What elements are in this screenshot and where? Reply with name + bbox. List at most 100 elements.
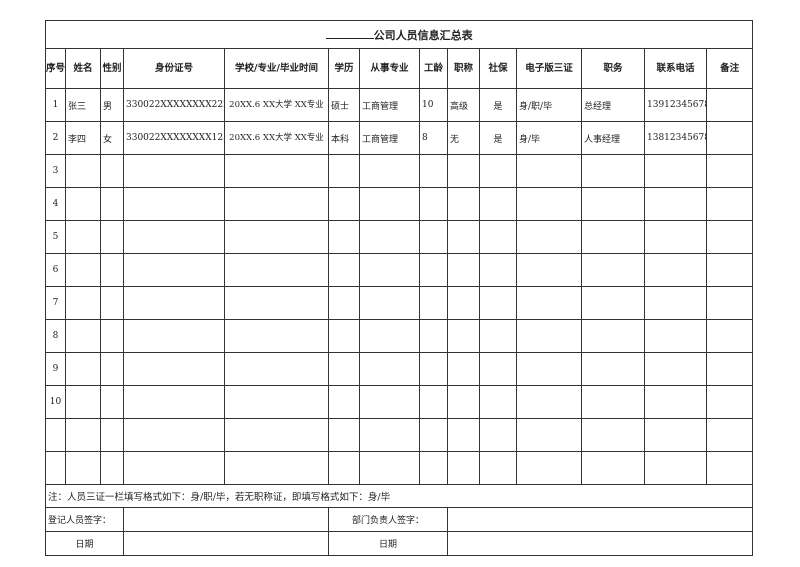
table-cell[interactable]	[224, 187, 329, 221]
table-cell[interactable]	[65, 253, 101, 287]
table-cell[interactable]	[705, 319, 754, 353]
table-cell[interactable]	[705, 253, 754, 287]
table-cell[interactable]	[224, 220, 329, 254]
table-cell[interactable]	[224, 319, 329, 353]
table-cell[interactable]	[516, 154, 582, 188]
table-cell[interactable]: 张三	[65, 88, 101, 122]
table-cell[interactable]	[447, 187, 480, 221]
table-cell[interactable]	[419, 154, 448, 188]
table-cell[interactable]: 8	[45, 319, 66, 353]
table-cell[interactable]	[65, 220, 101, 254]
table-cell[interactable]	[224, 286, 329, 320]
table-cell[interactable]	[123, 253, 225, 287]
table-cell[interactable]	[447, 451, 480, 485]
table-cell[interactable]: 身/毕	[516, 121, 582, 155]
table-cell[interactable]: 3	[45, 154, 66, 188]
table-cell[interactable]	[359, 220, 420, 254]
table-cell[interactable]	[419, 352, 448, 386]
table-cell[interactable]	[224, 352, 329, 386]
table-cell[interactable]	[65, 352, 101, 386]
table-cell[interactable]	[328, 154, 360, 188]
table-cell[interactable]	[644, 187, 707, 221]
table-cell[interactable]: 女	[100, 121, 124, 155]
table-cell[interactable]	[516, 418, 582, 452]
table-cell[interactable]	[705, 121, 754, 155]
table-cell[interactable]	[581, 187, 645, 221]
registrar-date-field[interactable]	[123, 531, 329, 556]
table-cell[interactable]	[328, 220, 360, 254]
table-cell[interactable]	[65, 187, 101, 221]
table-cell[interactable]: 330022XXXXXXXX1234	[123, 121, 225, 155]
table-cell[interactable]: 工商管理	[359, 121, 420, 155]
table-cell[interactable]	[419, 253, 448, 287]
table-cell[interactable]	[100, 385, 124, 419]
table-cell[interactable]: 硕士	[328, 88, 360, 122]
table-cell[interactable]	[644, 154, 707, 188]
table-cell[interactable]	[419, 319, 448, 353]
company-name-blank[interactable]	[325, 29, 374, 39]
table-cell[interactable]	[123, 451, 225, 485]
table-cell[interactable]	[224, 451, 329, 485]
table-cell[interactable]	[705, 154, 754, 188]
table-cell[interactable]	[644, 352, 707, 386]
table-cell[interactable]	[581, 418, 645, 452]
table-cell[interactable]	[644, 385, 707, 419]
table-cell[interactable]	[705, 286, 754, 320]
table-cell[interactable]	[224, 253, 329, 287]
table-cell[interactable]	[447, 253, 480, 287]
table-cell[interactable]	[359, 154, 420, 188]
dept-head-signature-field[interactable]	[446, 507, 754, 532]
table-cell[interactable]	[419, 385, 448, 419]
table-cell[interactable]	[479, 253, 517, 287]
table-cell[interactable]	[123, 220, 225, 254]
table-cell[interactable]	[581, 319, 645, 353]
table-cell[interactable]	[644, 286, 707, 320]
table-cell[interactable]	[705, 451, 754, 485]
table-cell[interactable]	[328, 418, 360, 452]
table-cell[interactable]	[123, 418, 225, 452]
table-cell[interactable]	[45, 451, 66, 485]
table-cell[interactable]: 6	[45, 253, 66, 287]
table-cell[interactable]	[516, 253, 582, 287]
table-cell[interactable]: 2	[45, 121, 66, 155]
table-cell[interactable]	[479, 220, 517, 254]
table-cell[interactable]	[45, 418, 66, 452]
table-cell[interactable]	[581, 220, 645, 254]
table-cell[interactable]: 人事经理	[581, 121, 645, 155]
table-cell[interactable]	[419, 451, 448, 485]
table-cell[interactable]	[123, 286, 225, 320]
table-cell[interactable]	[100, 253, 124, 287]
table-cell[interactable]: 10	[45, 385, 66, 419]
table-cell[interactable]	[479, 286, 517, 320]
table-cell[interactable]	[328, 451, 360, 485]
table-cell[interactable]	[479, 154, 517, 188]
table-cell[interactable]	[644, 451, 707, 485]
table-cell[interactable]	[100, 286, 124, 320]
table-cell[interactable]	[100, 220, 124, 254]
table-cell[interactable]	[224, 418, 329, 452]
table-cell[interactable]	[581, 385, 645, 419]
table-cell[interactable]: 20XX.6 XX大学 XX专业	[224, 88, 329, 122]
table-cell[interactable]	[705, 352, 754, 386]
table-cell[interactable]	[359, 385, 420, 419]
table-cell[interactable]	[65, 319, 101, 353]
table-cell[interactable]	[516, 451, 582, 485]
table-cell[interactable]	[447, 385, 480, 419]
table-cell[interactable]	[65, 418, 101, 452]
table-cell[interactable]: 9	[45, 352, 66, 386]
table-cell[interactable]	[644, 418, 707, 452]
table-cell[interactable]	[328, 319, 360, 353]
table-cell[interactable]	[328, 253, 360, 287]
table-cell[interactable]: 李四	[65, 121, 101, 155]
table-cell[interactable]	[479, 451, 517, 485]
table-cell[interactable]	[419, 418, 448, 452]
table-cell[interactable]	[447, 352, 480, 386]
table-cell[interactable]	[359, 253, 420, 287]
table-cell[interactable]: 5	[45, 220, 66, 254]
table-cell[interactable]	[581, 286, 645, 320]
table-cell[interactable]: 8	[419, 121, 448, 155]
table-cell[interactable]	[419, 220, 448, 254]
table-cell[interactable]: 20XX.6 XX大学 XX专业	[224, 121, 329, 155]
table-cell[interactable]	[359, 418, 420, 452]
table-cell[interactable]	[419, 187, 448, 221]
